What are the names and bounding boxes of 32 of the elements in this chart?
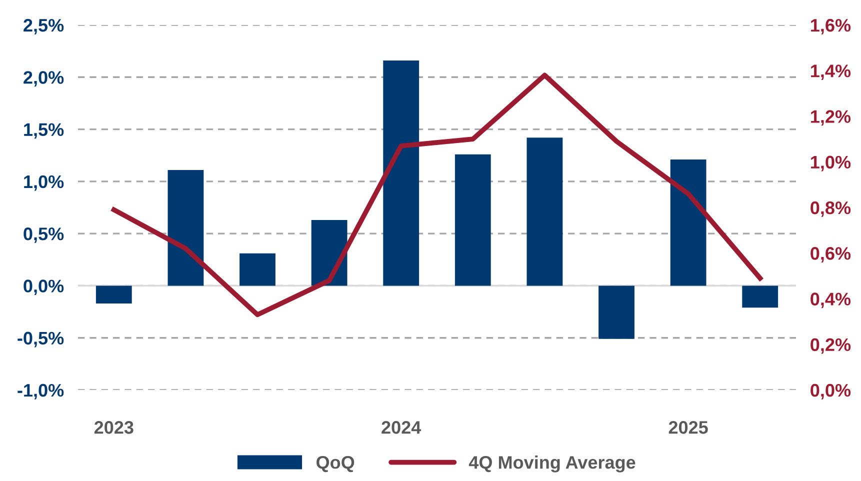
- bar: [383, 60, 420, 286]
- bar: [598, 286, 634, 339]
- x-tick-label: 2025: [668, 421, 708, 434]
- y-tick-label: 2,0%: [24, 71, 64, 86]
- line-series: [111, 72, 763, 318]
- y2-tick-label: 1,6%: [811, 18, 851, 34]
- bar: [526, 138, 563, 286]
- bar: [240, 253, 276, 286]
- bar: [454, 154, 491, 286]
- bar: [742, 286, 778, 308]
- y-tick-label: -1,0%: [18, 384, 64, 400]
- y-tick-label: 0,5%: [24, 228, 64, 243]
- y2-tick-label: 0,0%: [810, 384, 851, 400]
- y2-tick-label: 0,8%: [810, 201, 851, 217]
- legend-label: QoQ: [316, 456, 354, 472]
- bar: [670, 160, 706, 286]
- y2-tick-label: 0,6%: [810, 247, 851, 262]
- x-tick-label: 2024: [382, 421, 422, 434]
- y2-tick-label: 1,0%: [811, 156, 851, 172]
- y-tick-label: 2,5%: [24, 18, 64, 34]
- bar: [96, 286, 132, 304]
- y-tick-label: 1,5%: [24, 123, 64, 139]
- legend-label: 4Q Moving Average: [468, 456, 636, 472]
- y-tick-label: 0,0%: [24, 280, 64, 296]
- x-tick-label: 2023: [94, 421, 134, 434]
- y2-tick-label: 0,4%: [810, 292, 851, 308]
- y2-tick-label: 1,4%: [811, 64, 851, 80]
- y-tick-label: 1,0%: [24, 175, 64, 191]
- bar: [168, 170, 204, 286]
- y-tick-label: -0,5%: [18, 332, 64, 348]
- y2-tick-label: 0,2%: [810, 338, 851, 354]
- y2-tick-label: 1,2%: [811, 110, 851, 126]
